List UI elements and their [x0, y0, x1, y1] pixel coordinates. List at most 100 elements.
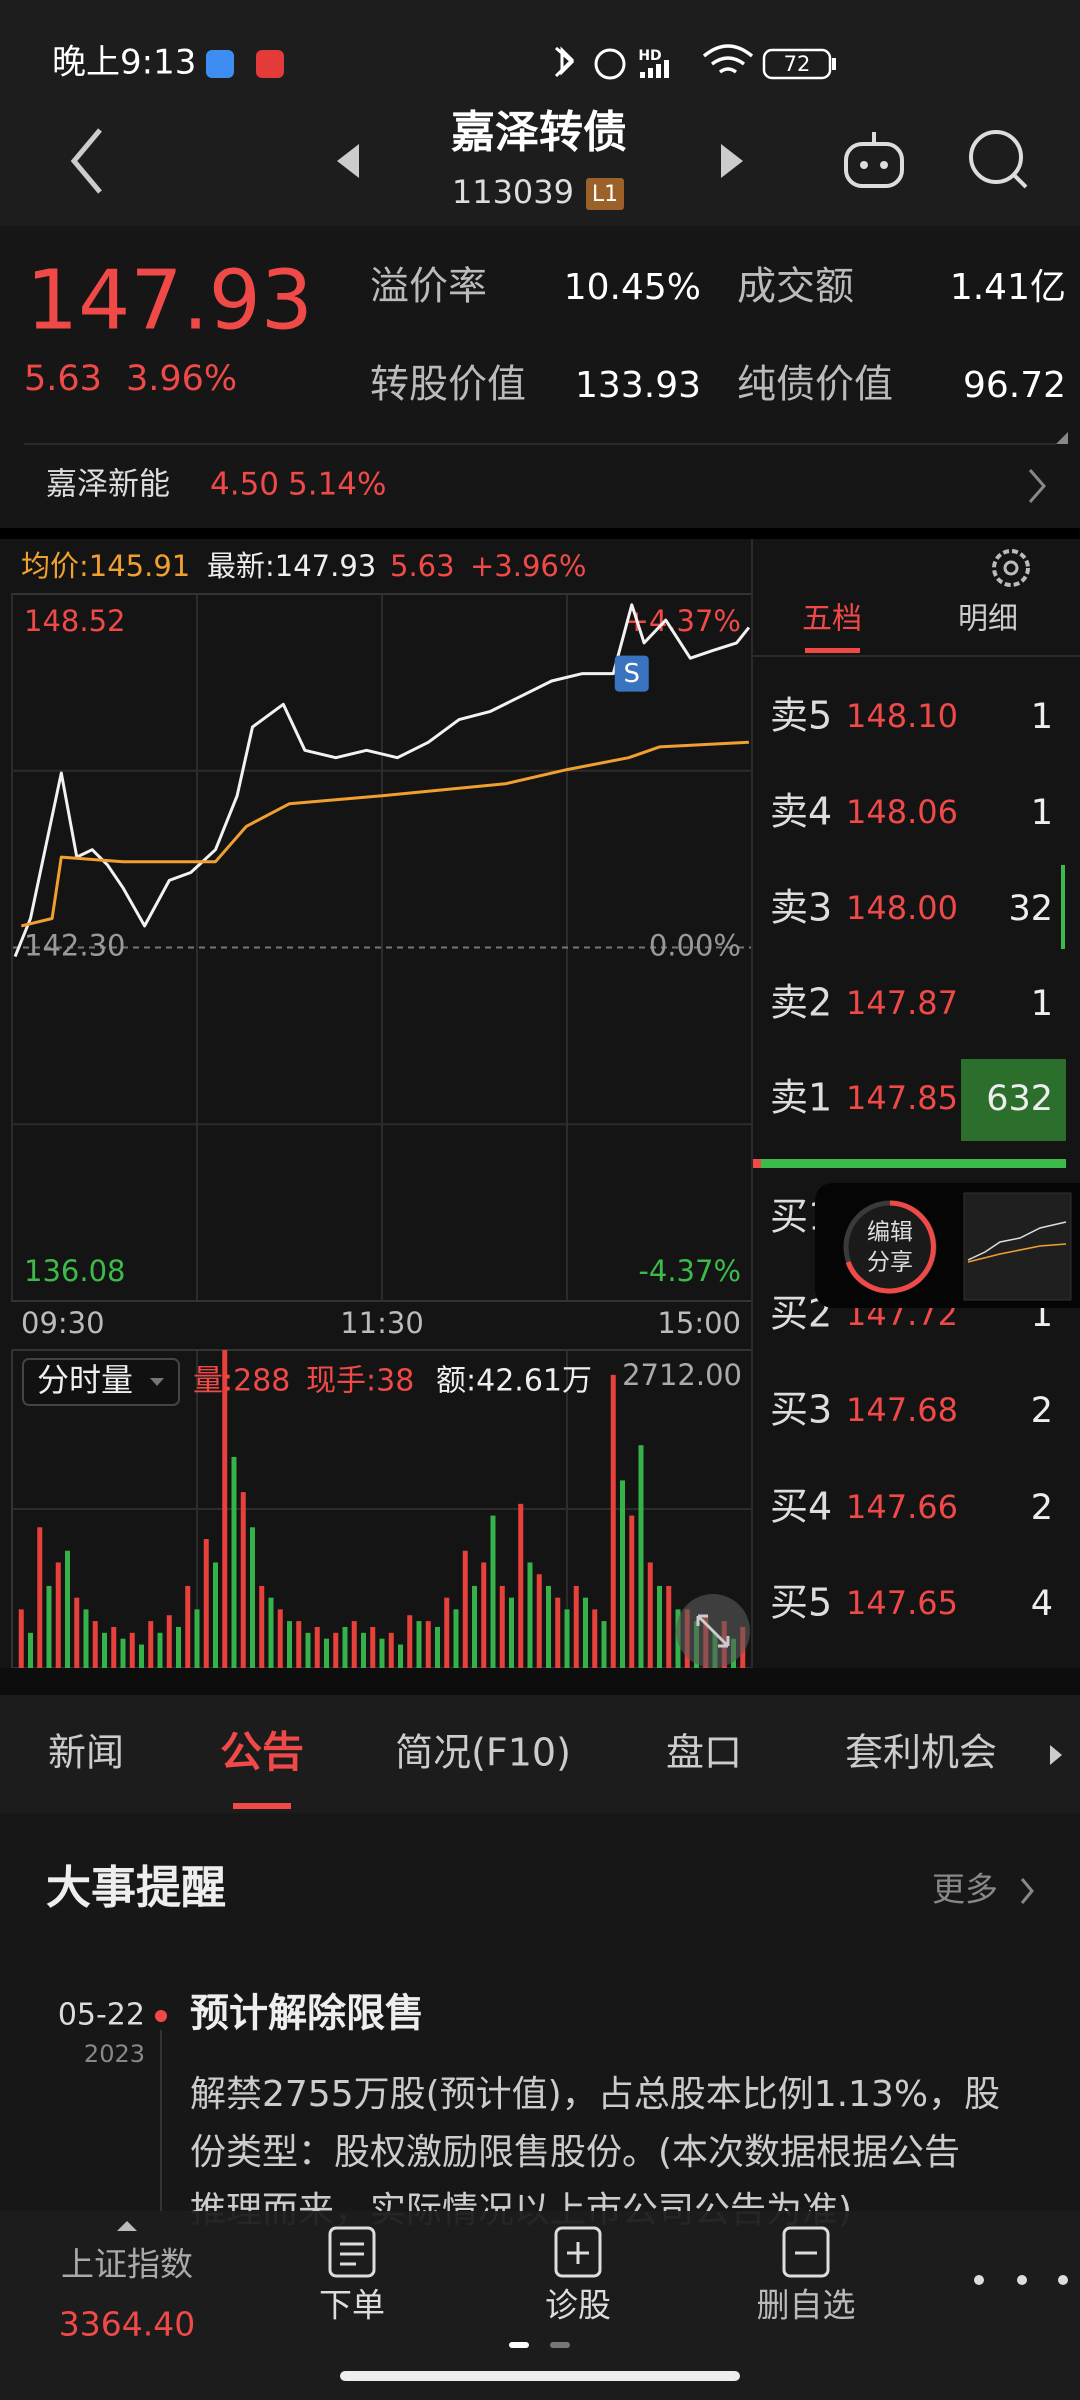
book-price: 147.87	[846, 984, 958, 1022]
robot-eye	[860, 161, 868, 169]
book-label: 买3	[770, 1388, 832, 1432]
last-price: 147.93	[26, 253, 313, 348]
book-label: 卖3	[770, 886, 832, 930]
nav-icon	[554, 2226, 602, 2278]
volume-bar	[185, 1585, 191, 1668]
volume-bar	[148, 1621, 154, 1668]
book-volume: 2	[1031, 1391, 1053, 1431]
stat-value: 133.93	[575, 365, 701, 406]
index-expand	[117, 2221, 137, 2231]
tab[interactable]: 盘口	[666, 1731, 742, 1775]
stat-label: 溢价率	[370, 265, 487, 310]
volume-bar	[314, 1626, 320, 1668]
volume-bar	[425, 1621, 431, 1668]
volume-bar	[333, 1632, 339, 1668]
signal-label: S	[623, 659, 640, 689]
related-stock[interactable]: 嘉泽新能	[46, 467, 170, 503]
nav-item[interactable]: 诊股	[545, 2286, 611, 2325]
back-button[interactable]	[70, 128, 102, 194]
network-label: HD	[638, 48, 661, 64]
signal-icon	[640, 60, 669, 78]
x-tick-label: 11:30	[340, 1306, 424, 1340]
tab[interactable]: 简况(F10)	[395, 1731, 571, 1775]
book-tab[interactable]: 明细	[958, 602, 1018, 637]
next-stock[interactable]	[721, 144, 743, 178]
volume-bar	[176, 1626, 181, 1668]
volume-bar	[435, 1626, 440, 1668]
y2-tick-label: 0.00%	[649, 929, 741, 963]
volume-bar	[240, 1492, 246, 1668]
expand-indicator	[1056, 432, 1068, 444]
volume-bar	[509, 1597, 514, 1668]
related-change: 5.14%	[288, 467, 386, 503]
y2-tick-label: -4.37%	[638, 1254, 741, 1288]
volume-bar	[527, 1562, 533, 1668]
volume-bar	[388, 1632, 394, 1668]
nav-item[interactable]: 下单	[319, 2286, 385, 2325]
volume-bar	[342, 1626, 348, 1668]
nav-icon	[782, 2226, 830, 2278]
stock-title: 嘉泽转债	[451, 107, 627, 158]
more-dot[interactable]	[1058, 2275, 1068, 2285]
battery-level: 72	[784, 52, 811, 76]
volume-bar	[638, 1445, 644, 1668]
prev-stock[interactable]	[337, 144, 359, 178]
thumbnail-line	[967, 1243, 1067, 1263]
volume-bar	[620, 1480, 625, 1668]
tab-scroll[interactable]	[1050, 1745, 1062, 1765]
battery-tip	[832, 58, 836, 70]
home-indicator	[340, 2371, 740, 2381]
book-volume: 4	[1031, 1584, 1053, 1624]
tab[interactable]: 公告	[220, 1728, 304, 1777]
volume-bar	[120, 1638, 126, 1668]
book-tab[interactable]: 五档	[802, 602, 862, 637]
volume-bar	[111, 1626, 117, 1668]
ask-pressure	[1061, 865, 1065, 949]
tab[interactable]: 套利机会	[845, 1731, 997, 1775]
volume-bar	[564, 1609, 570, 1668]
more-link[interactable]: 更多	[932, 1870, 998, 1909]
volume-bar	[407, 1615, 413, 1668]
book-volume: 1	[1031, 984, 1053, 1024]
volume-bar	[657, 1585, 662, 1668]
volume-mode[interactable]: 分时量	[37, 1361, 133, 1399]
volume-bar	[536, 1574, 542, 1668]
volume-bar	[601, 1621, 607, 1668]
book-price: 147.68	[846, 1391, 958, 1429]
volume-bar	[231, 1456, 237, 1668]
volume-bar	[592, 1609, 598, 1668]
book-volume: 1	[1031, 793, 1053, 833]
share-ring-arc	[845, 1200, 936, 1294]
volume-bar	[259, 1585, 265, 1668]
event-year: 2023	[84, 2040, 145, 2068]
more-dot[interactable]	[974, 2275, 984, 2285]
tab[interactable]: 新闻	[48, 1731, 124, 1775]
volume-bar	[370, 1626, 376, 1668]
related-chevron[interactable]	[1028, 469, 1046, 503]
volume-bar	[92, 1621, 98, 1668]
more-dot[interactable]	[1017, 2275, 1027, 2285]
volume-bar	[351, 1621, 357, 1668]
alarm-icon	[594, 48, 626, 80]
book-label: 卖4	[770, 790, 832, 834]
volume-bar	[481, 1562, 487, 1668]
volume-bar	[324, 1638, 329, 1668]
wifi-icon	[702, 44, 754, 74]
nav-item[interactable]: 删自选	[757, 2286, 856, 2325]
nav-icon	[328, 2226, 376, 2278]
event-date: 05-22	[58, 1998, 145, 2033]
settings-core	[1003, 560, 1019, 576]
volume-bar	[65, 1550, 70, 1668]
volume-mode-box[interactable]	[22, 1358, 180, 1406]
dropdown-arrow	[150, 1378, 164, 1386]
volume-bar	[203, 1539, 209, 1668]
book-label: 买5	[770, 1581, 832, 1625]
index-value: 3364.40	[59, 2305, 195, 2344]
search-button[interactable]	[969, 130, 1023, 184]
volume-bar	[102, 1632, 107, 1668]
best-ask-highlight	[961, 1059, 1066, 1141]
stat-label: 成交额	[737, 265, 854, 310]
index-name[interactable]: 上证指数	[61, 2245, 193, 2284]
settings-button[interactable]	[992, 549, 1030, 587]
